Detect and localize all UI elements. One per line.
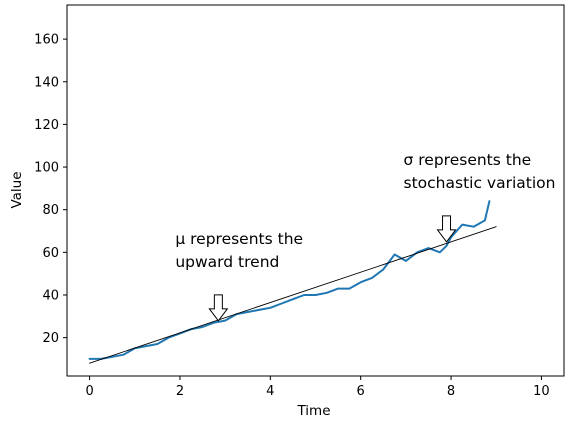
- y-tick-label: 100: [34, 161, 59, 176]
- annotations: μ represents the upward trend σ represents…: [175, 151, 556, 322]
- y-axis-label: Value: [9, 171, 25, 208]
- annotation-text: μ represents the: [175, 230, 303, 248]
- plot-area: [88, 200, 497, 364]
- trend-line: [89, 226, 497, 364]
- x-tick-label: 10: [533, 384, 550, 399]
- annotation-arrow: [436, 215, 457, 243]
- x-tick-label: 4: [266, 384, 274, 399]
- annotation-arrow: [208, 294, 229, 322]
- y-tick-label: 140: [34, 75, 59, 90]
- y-tick-label: 160: [34, 33, 59, 48]
- y-tick-label: 80: [42, 203, 59, 218]
- y-tick-label: 120: [34, 118, 59, 133]
- axis-ticks: 0 2 4 6 8 10 20 40 60 80 100 120 140 160: [34, 33, 550, 399]
- y-tick-label: 40: [42, 288, 59, 303]
- plot-frame: [66, 4, 565, 377]
- value-series-line: [88, 200, 491, 360]
- x-tick-label: 0: [85, 384, 93, 399]
- y-tick-label: 60: [42, 246, 59, 261]
- x-tick-label: 8: [447, 384, 455, 399]
- x-axis-label: Time: [296, 403, 330, 419]
- annotation-text: stochastic variation: [404, 174, 556, 192]
- annotation-text: upward trend: [175, 253, 279, 271]
- annotation-text: σ represents the: [404, 151, 532, 169]
- x-tick-label: 2: [176, 384, 184, 399]
- y-tick-label: 20: [42, 331, 59, 346]
- x-tick-label: 6: [357, 384, 365, 399]
